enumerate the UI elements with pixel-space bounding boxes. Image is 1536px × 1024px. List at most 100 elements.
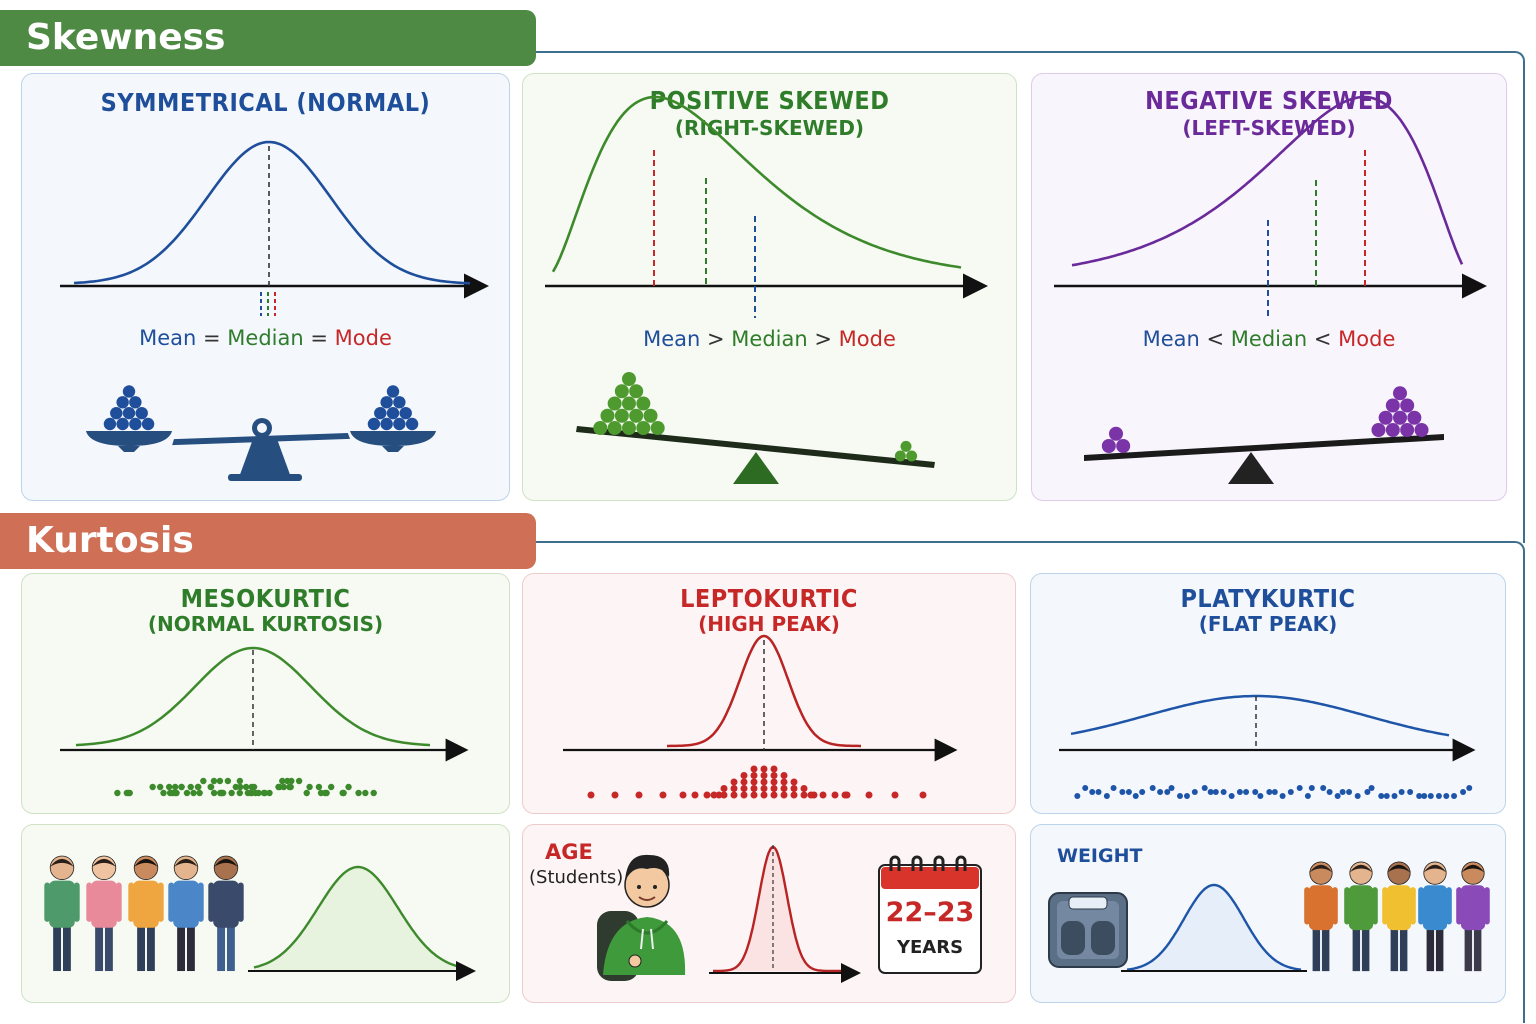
- person-arm: [1304, 887, 1310, 925]
- dot: [1287, 789, 1294, 795]
- dot: [611, 791, 619, 799]
- rel-mean: Mean: [1142, 327, 1200, 351]
- person-arm: [128, 882, 135, 922]
- rel-op: >: [814, 327, 832, 351]
- panel-title: PLATYKURTIC: [1180, 584, 1356, 613]
- panel-title: MESOKURTIC: [180, 584, 351, 613]
- dot: [760, 785, 768, 792]
- dot: [178, 783, 185, 791]
- person-leg: [186, 923, 195, 972]
- panel-title: LEPTOKURTIC: [680, 584, 858, 613]
- person-arm: [1382, 887, 1388, 925]
- rel-median: Median: [731, 327, 808, 351]
- dot: [865, 791, 873, 799]
- ball: [643, 408, 658, 423]
- person-arm: [44, 882, 51, 922]
- ball: [1400, 398, 1415, 413]
- ball: [629, 408, 644, 423]
- dot: [210, 789, 218, 797]
- dot: [760, 778, 768, 786]
- ball: [380, 417, 393, 431]
- dot: [770, 785, 778, 792]
- dot: [659, 791, 667, 799]
- dot: [1149, 785, 1156, 791]
- dot: [1207, 789, 1214, 795]
- panel-subtitle: (NORMAL KURTOSIS): [147, 612, 384, 636]
- ball: [380, 396, 393, 409]
- age-label: AGE: [545, 840, 593, 864]
- person-leg: [62, 923, 71, 972]
- dot: [190, 789, 197, 797]
- person-leg: [137, 923, 146, 972]
- person-arm: [1344, 887, 1350, 925]
- rel-mean: Mean: [643, 327, 701, 351]
- dot: [1212, 789, 1219, 795]
- dot: [1271, 789, 1278, 795]
- dot: [819, 791, 827, 799]
- dot: [891, 791, 899, 799]
- dot: [125, 789, 132, 797]
- calendar-icon: [878, 855, 982, 974]
- dot: [1326, 789, 1333, 795]
- ball: [386, 406, 400, 420]
- person-torso: [173, 880, 199, 928]
- dot: [1220, 789, 1227, 795]
- dot: [295, 777, 303, 785]
- ball-pile-heavy: [593, 372, 665, 435]
- dot: [760, 765, 768, 773]
- ball: [399, 406, 412, 420]
- dot: [1110, 785, 1117, 791]
- ball: [1385, 398, 1400, 413]
- rel-mean: Mean: [139, 326, 197, 350]
- platykurtic-figure: [1059, 694, 1476, 799]
- dot: [216, 777, 224, 785]
- dot: [1466, 785, 1473, 791]
- example-weight-figure: [1048, 861, 1490, 972]
- person-arm: [1446, 887, 1452, 925]
- dot: [750, 791, 758, 799]
- ball: [1116, 439, 1131, 453]
- person-torso: [49, 880, 75, 928]
- person-arm: [168, 882, 175, 922]
- dot: [255, 789, 262, 797]
- dot: [1279, 793, 1286, 799]
- person-leg: [1352, 926, 1361, 972]
- dot: [1427, 793, 1434, 799]
- dot: [760, 791, 768, 799]
- dot: [1460, 789, 1467, 795]
- ball: [593, 421, 608, 435]
- ball: [1407, 410, 1422, 425]
- dot: [1407, 789, 1414, 795]
- dot: [237, 783, 244, 791]
- dot: [740, 772, 748, 779]
- dot: [1228, 793, 1235, 799]
- dot: [1243, 789, 1250, 795]
- dot: [183, 789, 191, 797]
- dot: [1354, 793, 1361, 799]
- dot: [770, 778, 778, 786]
- person-torso: [91, 880, 117, 928]
- people-group-icon: [1304, 861, 1490, 972]
- person-arm: [1372, 887, 1378, 925]
- panel-subtitle: (LEFT-SKEWED): [1182, 116, 1356, 140]
- dot: [165, 783, 173, 791]
- dot: [730, 778, 738, 786]
- dot: [1257, 793, 1264, 799]
- kurtosis-banner: Kurtosis: [0, 513, 536, 569]
- person-leg: [1464, 926, 1473, 972]
- dot: [250, 783, 258, 791]
- dot: [780, 791, 788, 799]
- dot: [1443, 793, 1450, 799]
- rel-mode: Mode: [838, 327, 896, 351]
- rel-op: =: [310, 326, 328, 350]
- dot: [288, 777, 295, 785]
- person-leg: [53, 923, 62, 972]
- ball: [622, 421, 636, 435]
- dot: [635, 791, 643, 799]
- ball-pile-light: [1101, 426, 1131, 453]
- ball: [393, 396, 406, 409]
- dot: [327, 783, 335, 791]
- panel-title: SYMMETRICAL (NORMAL): [100, 88, 431, 117]
- dot: [587, 791, 595, 799]
- person-torso: [1308, 885, 1334, 931]
